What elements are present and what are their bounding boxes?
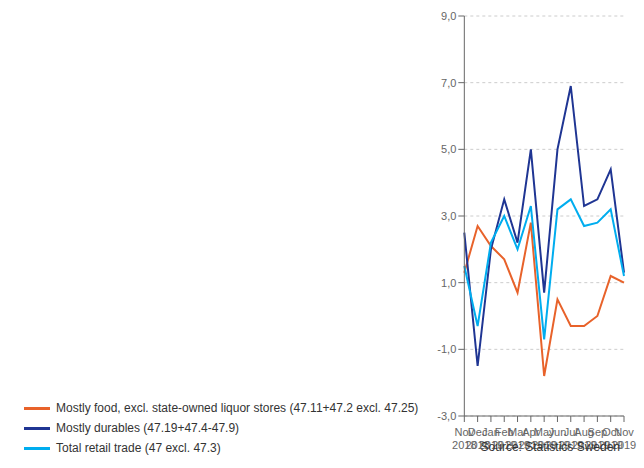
html-text:Mar: Mar bbox=[508, 426, 527, 438]
html-text:2019: 2019 bbox=[478, 439, 504, 451]
html-text:2018: 2018 bbox=[465, 439, 490, 451]
html-text:Mostly food, excl. state-owned: Mostly food, excl. state-owned liquor st… bbox=[56, 401, 419, 415]
svg-text:-3,0: -3,0 bbox=[437, 410, 456, 422]
html-text:May: May bbox=[533, 426, 555, 438]
html-text:Total retail trade (47 excl. 4: Total retail trade (47 excl. 47.3) bbox=[56, 441, 221, 455]
html-text:2019: 2019 bbox=[545, 439, 570, 451]
html-text:Dec: Dec bbox=[467, 426, 488, 438]
svg-text:1,0: 1,0 bbox=[441, 277, 456, 289]
html-text:2019: 2019 bbox=[492, 439, 517, 451]
html-text:2019: 2019 bbox=[571, 439, 597, 451]
html-text:Nov: Nov bbox=[454, 426, 475, 438]
html-text:Jun: Jun bbox=[548, 426, 567, 438]
html-text:2019: 2019 bbox=[558, 439, 583, 451]
html-text:Feb: Feb bbox=[494, 426, 514, 438]
html-text:Jan: Jan bbox=[482, 426, 500, 438]
html-text:Oct: Oct bbox=[602, 426, 620, 438]
html-text:2019: 2019 bbox=[518, 439, 544, 451]
svg-text:3,0: 3,0 bbox=[441, 210, 456, 222]
html-text:Apr: Apr bbox=[522, 426, 540, 438]
html-text:Sep: Sep bbox=[587, 426, 608, 438]
html-text:Mostly durables (47.19+47.4-47: Mostly durables (47.19+47.4-47.9) bbox=[56, 421, 240, 435]
html-text:Source: Statistics Sweden: Source: Statistics Sweden bbox=[480, 440, 620, 454]
html-text:2019: 2019 bbox=[585, 439, 610, 451]
html-text:2019: 2019 bbox=[505, 439, 530, 451]
html-text:Jul: Jul bbox=[563, 426, 578, 438]
html-text:2018: 2018 bbox=[452, 439, 477, 451]
svg-text:7,0: 7,0 bbox=[441, 77, 456, 89]
svg-text:-1,0: -1,0 bbox=[437, 343, 456, 355]
html-text:Aug: Aug bbox=[574, 426, 594, 438]
svg-text:9,0: 9,0 bbox=[441, 10, 456, 22]
svg-text:5,0: 5,0 bbox=[441, 143, 456, 155]
